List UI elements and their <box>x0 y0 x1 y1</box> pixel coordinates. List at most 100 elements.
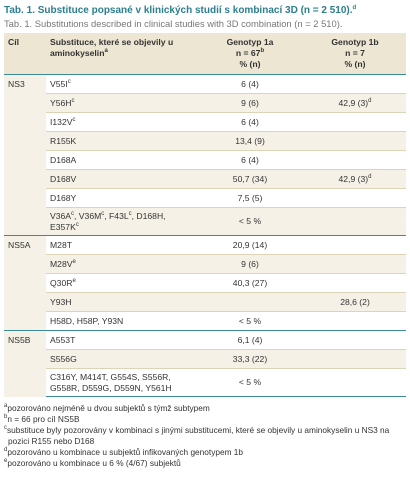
value-text: < 5 % <box>238 377 262 388</box>
substitution-text: A553T <box>50 334 76 345</box>
value-cell: 33,3 (22) <box>196 349 304 369</box>
header-text: % (n) <box>344 59 366 69</box>
value-text: 6 (4) <box>241 154 259 165</box>
footnote-mark: d <box>352 5 357 11</box>
target-cell: NS5B <box>4 330 46 397</box>
header-text: % (n) <box>239 59 261 69</box>
footnote-mark: a <box>4 403 8 409</box>
substitution-text: , D168H, E357K <box>50 211 166 232</box>
substitution-text: C316Y, M414T, G554S, S556R, G558R, D559G… <box>50 372 172 393</box>
value-text: 7,5 (5) <box>237 192 263 203</box>
value-cell <box>304 235 406 255</box>
footnote-text: substituce byly pozorovány v kombinaci s… <box>7 425 390 446</box>
target-cell: NS3 <box>4 74 46 236</box>
table-row: NS5B A553T 6,1 (4) <box>4 330 406 397</box>
target-cell: NS5A <box>4 235 46 331</box>
substitution-cell: D168A <box>46 150 196 170</box>
substitution-text: Y93H <box>50 296 72 307</box>
value-cell: 7,5 (5) <box>196 188 304 208</box>
substitution-cell: D168Y <box>46 188 196 208</box>
value-cell: 20,9 (14) <box>196 235 304 255</box>
substitution-text: I132V <box>50 116 73 127</box>
table-row: M28Ve 9 (6) <box>4 254 406 274</box>
value-cell: < 5 % <box>196 311 304 331</box>
value-cell <box>196 292 304 312</box>
table-body: NS3 V55Ic 6 (4) Y56Hc 9 (6) 42,9 (3)d I132Vc 6 … <box>4 74 406 397</box>
value-cell: 6 (4) <box>196 150 304 170</box>
table-row: R155K 13,4 (9) <box>4 131 406 151</box>
substitution-cell: A553T <box>46 330 196 350</box>
substitution-text: Q30R <box>50 277 73 288</box>
footnote: epozorováno u kombinace u 6 % (4/67) sub… <box>4 458 406 469</box>
page: Tab. 1. Substituce popsané v klinických … <box>4 4 406 469</box>
value-cell: 50,7 (34) <box>196 169 304 189</box>
substitution-cell: Q30Re <box>46 273 196 293</box>
footnote-mark: c <box>72 116 76 123</box>
title: Tab. 1. Substituce popsané v klinických … <box>4 4 406 17</box>
value-text: 42,9 (3) <box>338 97 369 108</box>
substitution-text: M28T <box>50 239 72 250</box>
table-row: Y56Hc 9 (6) 42,9 (3)d <box>4 93 406 113</box>
substitution-cell: M28T <box>46 235 196 255</box>
substitution-text: D168V <box>50 173 77 184</box>
substitution-cell: S556G <box>46 349 196 369</box>
value-text: 40,3 (27) <box>232 277 268 288</box>
header-text: Substituce, které se objevily u aminokys… <box>50 37 174 58</box>
value-text: 13,4 (9) <box>235 135 265 146</box>
value-cell <box>304 254 406 274</box>
value-text: 33,3 (22) <box>232 353 268 364</box>
title-text: Tab. 1. Substituce popsané v klinických … <box>4 5 353 16</box>
footnote-mark: d <box>368 173 372 180</box>
value-cell <box>304 150 406 170</box>
value-text: 6,1 (4) <box>237 334 263 345</box>
footnote-mark: e <box>72 258 76 265</box>
substitution-cell: I132Vc <box>46 112 196 132</box>
value-text: 6 (4) <box>241 78 259 89</box>
substitution-text: , V36M <box>74 211 102 221</box>
footnote-mark: e <box>4 458 8 464</box>
substitution-text: D168Y <box>50 192 77 203</box>
value-cell: 6,1 (4) <box>196 330 304 350</box>
value-cell: < 5 % <box>196 207 304 236</box>
substitution-text: R155K <box>50 135 77 146</box>
footnote-mark: c <box>71 211 75 217</box>
footnote-mark: a <box>104 48 108 54</box>
footnote-mark: c <box>71 97 75 104</box>
value-cell: 6 (4) <box>196 112 304 132</box>
footnote-mark: b <box>4 414 8 420</box>
footnote-mark: d <box>368 97 372 104</box>
footnote-mark: c <box>4 425 7 431</box>
substitution-text: S556G <box>50 353 77 364</box>
substitution-cell: R155K <box>46 131 196 151</box>
value-text: 42,9 (3) <box>338 173 369 184</box>
value-cell <box>304 311 406 331</box>
header-row: Cíl Substituce, které se objevily u amin… <box>4 33 406 75</box>
footnote-mark: c <box>101 211 105 217</box>
substitution-cell: M28Ve <box>46 254 196 274</box>
footnote-mark: c <box>67 78 71 85</box>
footnote-mark: c <box>128 211 132 217</box>
value-text: 20,9 (14) <box>232 239 268 250</box>
table-row: D168V 50,7 (34) 42,9 (3)d <box>4 169 406 189</box>
value-cell: 42,9 (3)d <box>304 169 406 189</box>
footnote: dpozorováno u kombinace u subjektů infik… <box>4 447 406 458</box>
substitution-cell: V36Ac, V36Mc, F43Lc, D168H, E357Kc <box>46 207 196 236</box>
table-row: D168A 6 (4) <box>4 150 406 170</box>
subtitle: Tab. 1. Substitutions described in clini… <box>4 18 343 29</box>
value-text: 28,6 (2) <box>340 296 370 307</box>
value-cell <box>304 112 406 132</box>
substitution-text: H58D, H58P, Y93N <box>50 315 124 326</box>
header-text: Genotyp 1a <box>226 37 274 47</box>
value-text: < 5 % <box>238 216 262 227</box>
value-cell: 6 (4) <box>196 74 304 94</box>
substitution-text: Y56H <box>50 97 72 108</box>
value-text: 50,7 (34) <box>232 173 268 184</box>
table-row: D168Y 7,5 (5) <box>4 188 406 208</box>
footnote-mark: d <box>4 447 8 453</box>
footnote-mark: c <box>75 221 79 228</box>
table-row: I132Vc 6 (4) <box>4 112 406 132</box>
footnote: csubstituce byly pozorovány v kombinaci … <box>4 425 406 447</box>
header-text: Genotyp 1b <box>331 37 379 47</box>
footnote-text: pozorováno u kombinace u 6 % (4/67) subj… <box>7 458 181 468</box>
footnote: bn = 66 pro cíl NS5B <box>4 414 406 425</box>
